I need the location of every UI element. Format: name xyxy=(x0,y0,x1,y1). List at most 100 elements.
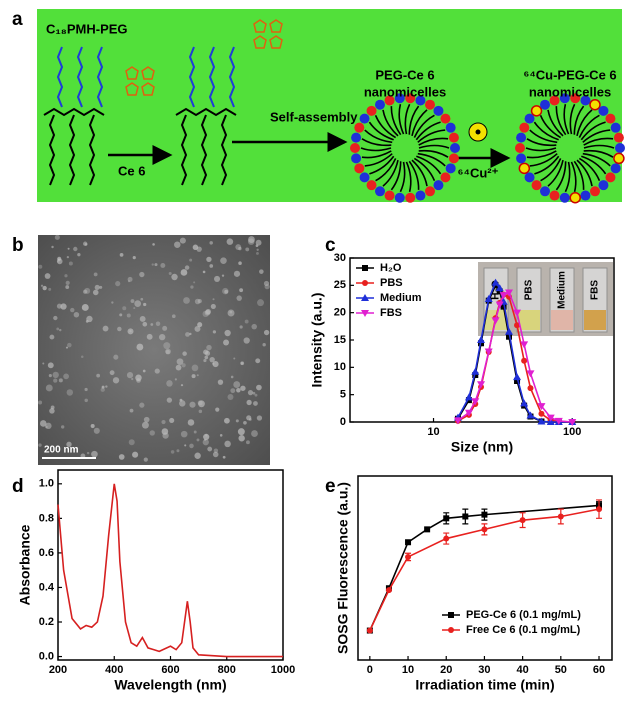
micelle-chain xyxy=(408,105,420,135)
micelle-head xyxy=(580,95,591,106)
y-tick-label: 25 xyxy=(334,279,346,291)
x-tick-label: 600 xyxy=(161,664,179,676)
marker xyxy=(513,373,522,381)
particle xyxy=(56,303,62,309)
particle xyxy=(136,343,144,351)
micelle-head xyxy=(448,132,459,143)
particle xyxy=(126,313,131,318)
marker xyxy=(448,627,454,633)
micelle-head xyxy=(354,163,365,174)
particle xyxy=(81,303,89,311)
micelle-head xyxy=(531,180,542,191)
particle xyxy=(56,327,60,331)
marker xyxy=(537,417,546,425)
x-axis-label: Irradiation time (min) xyxy=(415,677,554,693)
micelle-head xyxy=(375,99,385,110)
y-tick-label: 5 xyxy=(340,389,346,401)
particle xyxy=(238,435,245,442)
panel-label: c xyxy=(325,235,336,256)
particle xyxy=(198,409,203,414)
particle xyxy=(170,450,175,454)
micelle-chain xyxy=(404,103,411,135)
particle xyxy=(210,303,216,309)
legend-label: PBS xyxy=(380,277,403,289)
micelle-chain xyxy=(563,104,570,135)
radiation-core xyxy=(475,129,481,135)
particle xyxy=(66,441,72,448)
x-tick-label: 10 xyxy=(402,664,414,676)
copper-tag xyxy=(589,98,601,111)
particle xyxy=(209,356,215,363)
porphyrin xyxy=(141,66,155,80)
particle xyxy=(176,358,184,366)
marker xyxy=(538,410,545,417)
particle xyxy=(246,415,252,421)
particle xyxy=(196,374,199,377)
particle xyxy=(256,384,262,391)
peg-chain xyxy=(56,46,64,108)
legend-label: FBS xyxy=(380,307,402,319)
micelle-head xyxy=(540,186,550,197)
micelle-chain xyxy=(534,155,560,175)
particle xyxy=(109,370,115,376)
particle xyxy=(67,342,72,348)
particle xyxy=(191,364,199,372)
micelle-chain xyxy=(578,157,601,182)
marker xyxy=(362,280,368,286)
micelle-chain xyxy=(539,114,562,139)
y-axis-label: Intensity (a.u.) xyxy=(309,293,325,388)
micelle-head xyxy=(540,99,550,110)
particle xyxy=(184,444,187,447)
alkyl-chain xyxy=(200,114,208,186)
x-tick-label: 40 xyxy=(516,664,528,676)
particle xyxy=(158,333,166,341)
particle xyxy=(230,375,234,379)
micelle-head xyxy=(405,192,416,203)
micelle-head xyxy=(549,95,560,106)
labeled-micelle-label: ⁶⁴Cu-PEG-Ce 6 xyxy=(523,67,616,82)
particle xyxy=(84,387,88,392)
series-line xyxy=(457,281,573,423)
alkyl-chain xyxy=(68,114,76,186)
particle xyxy=(240,385,246,391)
y-tick-label: 15 xyxy=(334,334,346,346)
particle xyxy=(175,364,182,371)
particle xyxy=(176,449,180,453)
micelle-chain xyxy=(525,147,557,152)
particle xyxy=(179,237,186,244)
particle xyxy=(132,256,136,260)
micelle-head xyxy=(524,172,535,183)
marker xyxy=(526,370,535,378)
micelle-head xyxy=(359,172,370,183)
micelle-head xyxy=(590,186,600,197)
particle xyxy=(209,241,213,245)
particle xyxy=(129,408,134,413)
backbone xyxy=(43,107,105,117)
particle xyxy=(212,451,219,458)
alkyl-chain xyxy=(48,114,56,186)
panel-label: e xyxy=(325,476,336,497)
micelle-head xyxy=(394,192,405,203)
alkyl-chain xyxy=(88,114,96,186)
particle xyxy=(115,281,121,287)
particle xyxy=(44,273,51,279)
particle xyxy=(42,285,47,291)
micelle-core xyxy=(392,135,418,161)
particle xyxy=(224,329,231,337)
particle xyxy=(93,427,100,434)
particle xyxy=(196,438,200,442)
peg-chain xyxy=(228,46,236,108)
micelle-chain xyxy=(361,150,392,159)
micelle-head xyxy=(610,122,621,133)
particle xyxy=(233,357,236,360)
particle xyxy=(102,325,109,332)
micelle-chain xyxy=(417,129,446,143)
micelle-head xyxy=(570,93,581,104)
particle xyxy=(54,234,60,240)
particle xyxy=(235,419,239,423)
micelle-chain xyxy=(364,129,393,144)
particle xyxy=(243,337,250,344)
marker xyxy=(521,357,528,364)
particle xyxy=(180,269,188,276)
particle xyxy=(193,430,197,434)
